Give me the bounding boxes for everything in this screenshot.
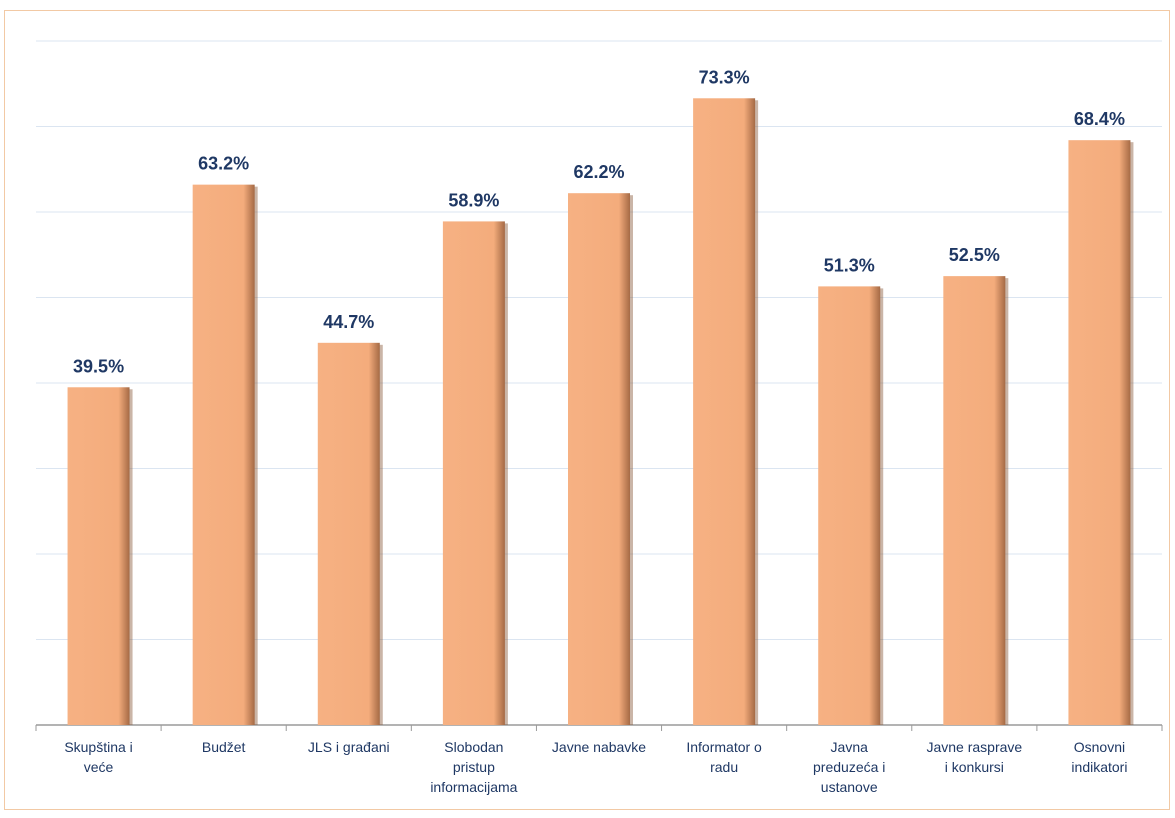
category-label: Informator o radu	[686, 739, 762, 775]
category-label: Javne rasprave i konkursi	[926, 739, 1022, 775]
value-label: 73.3%	[699, 67, 750, 87]
bar	[568, 193, 630, 725]
value-label: 68.4%	[1074, 109, 1125, 129]
bar	[1068, 140, 1131, 725]
category-label: Slobodan pristup informacijama	[430, 739, 517, 795]
category-label: Skupština i veće	[64, 739, 132, 775]
category-label: Osnovni indikatori	[1071, 739, 1127, 775]
bar	[818, 286, 881, 725]
category-label: Javne nabavke	[552, 739, 646, 755]
bar	[693, 98, 756, 725]
bars	[67, 98, 1134, 725]
value-label: 63.2%	[198, 154, 249, 174]
category-labels: Skupština i veće Budžet JLS i građani Slobod…	[64, 739, 1127, 795]
value-label: 51.3%	[824, 255, 875, 275]
value-label: 58.9%	[448, 190, 499, 210]
value-label: 52.5%	[949, 245, 1000, 265]
value-label: 39.5%	[73, 356, 124, 376]
value-label: 44.7%	[323, 312, 374, 332]
category-label: Javna preduzeća i ustanove	[813, 739, 885, 795]
bar	[442, 221, 505, 725]
bar	[943, 276, 1006, 725]
category-label: Budžet	[202, 739, 246, 755]
value-label: 62.2%	[573, 162, 624, 182]
bar	[67, 387, 130, 725]
category-label: JLS i građani	[308, 739, 390, 755]
bar	[317, 342, 380, 725]
value-labels: 39.5% 63.2% 44.7% 58.9% 62.2% 73.3% 51.3% 52.5%…	[73, 67, 1125, 376]
bar	[192, 184, 255, 725]
